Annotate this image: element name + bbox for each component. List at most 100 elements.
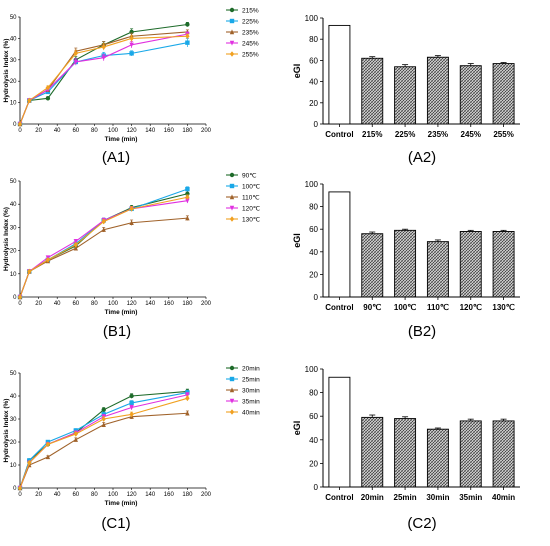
x-tick-label: 180 xyxy=(182,301,193,307)
y-tick-label: 50 xyxy=(10,15,17,21)
y-tick-label: 0 xyxy=(314,483,319,492)
bar xyxy=(426,428,449,488)
x-tick-label: Control xyxy=(325,130,353,139)
x-tick-label: 20 xyxy=(35,301,42,307)
data-point xyxy=(129,51,134,56)
legend-label: 245% xyxy=(242,40,259,47)
y-axis-title: eGI xyxy=(292,233,302,248)
x-tick-label: Control xyxy=(325,303,353,312)
x-tick-label: 80 xyxy=(91,301,98,307)
data-point xyxy=(129,405,134,411)
series-3 xyxy=(17,198,190,300)
x-tick-label: 25min xyxy=(394,493,417,502)
legend-marker xyxy=(229,51,235,57)
x-tick-label: 100 xyxy=(108,301,119,307)
y-tick-label: 0 xyxy=(13,295,17,301)
x-tick-label: 100℃ xyxy=(394,303,416,312)
legend-label: 225% xyxy=(242,18,259,25)
legend-label: 40min xyxy=(242,409,260,416)
y-tick-label: 30 xyxy=(10,417,17,423)
x-tick-label: 110℃ xyxy=(427,303,449,312)
series-4 xyxy=(17,33,190,127)
legend-marker xyxy=(229,205,235,211)
data-point xyxy=(73,245,78,251)
x-axis-title: Time (min) xyxy=(105,136,138,143)
panel-label: (C1) xyxy=(101,515,130,532)
data-point xyxy=(101,55,106,61)
x-tick-label: 30min xyxy=(426,493,449,502)
panel-label: (B2) xyxy=(408,323,436,340)
x-tick-label: 0 xyxy=(18,301,22,307)
x-tick-label: 120 xyxy=(127,301,138,307)
x-tick-label: 180 xyxy=(182,128,193,134)
x-tick-label: 100 xyxy=(108,128,119,134)
x-tick-label: 200 xyxy=(201,128,212,134)
data-point xyxy=(101,416,106,422)
bar xyxy=(492,231,515,298)
data-point xyxy=(129,42,134,48)
data-point xyxy=(129,393,134,399)
x-tick-label: 160 xyxy=(164,301,175,307)
data-point xyxy=(185,410,190,416)
bar xyxy=(394,66,417,125)
series-line xyxy=(19,392,188,489)
legend-label: 120℃ xyxy=(242,205,261,212)
series-1 xyxy=(17,38,190,127)
y-tick-label: 30 xyxy=(10,58,17,64)
bar xyxy=(459,231,482,298)
y-tick-label: 100 xyxy=(305,180,319,189)
x-tick-label: 140 xyxy=(145,492,156,498)
legend-marker xyxy=(229,387,235,393)
legend-marker xyxy=(229,398,235,404)
x-tick-label: 35min xyxy=(459,493,482,502)
x-tick-label: 40min xyxy=(492,493,515,502)
chart-panel-c2: 0 20 40 60 80 100 eGI Control 20min 25min 30min 35m… xyxy=(292,365,520,532)
data-point xyxy=(45,454,51,460)
x-tick-label: 0 xyxy=(18,492,22,498)
x-tick-label: 20 xyxy=(35,492,42,498)
y-tick-label: 20 xyxy=(309,99,318,108)
legend-marker xyxy=(229,172,235,178)
y-axis-title: Hydrolysis Index (%) xyxy=(3,399,10,463)
y-tick-label: 20 xyxy=(10,79,17,85)
data-point xyxy=(101,218,106,225)
y-axis-title: eGI xyxy=(292,421,302,436)
data-point xyxy=(185,198,190,204)
data-point xyxy=(129,206,134,212)
series-4 xyxy=(17,395,190,491)
legend-marker xyxy=(229,183,235,189)
y-tick-label: 20 xyxy=(309,459,318,468)
y-tick-label: 100 xyxy=(305,14,319,23)
x-tick-label: 180 xyxy=(182,492,193,498)
x-tick-label: 120℃ xyxy=(460,303,482,312)
data-point xyxy=(185,186,190,192)
panel-label: (B1) xyxy=(103,323,131,340)
legend-marker xyxy=(229,216,235,222)
data-point xyxy=(101,227,106,232)
data-point xyxy=(101,44,106,50)
legend-marker xyxy=(229,376,235,382)
data-point xyxy=(27,459,32,466)
x-tick-label: 100 xyxy=(108,492,119,498)
y-axis-title: Hydrolysis Index (%) xyxy=(3,39,10,103)
data-point xyxy=(73,437,78,442)
x-tick-label: 0 xyxy=(18,128,22,134)
y-tick-label: 100 xyxy=(305,365,319,374)
chart-panel-a1: 0 20 40 60 80 100 120 140 160 180 200 0 10 20 30 40 50 Ti… xyxy=(3,7,259,166)
x-tick-label: 20 xyxy=(35,128,42,134)
y-tick-label: 40 xyxy=(10,394,17,400)
series-line xyxy=(19,188,188,298)
bar xyxy=(426,56,449,125)
legend-label: 30min xyxy=(242,387,260,394)
bar xyxy=(394,229,417,298)
chart-panel-a2: 0 20 40 60 80 100 eGI Control 215% 225% 235% 245% 25… xyxy=(292,14,520,166)
x-tick-label: 80 xyxy=(91,128,98,134)
legend-marker xyxy=(229,194,235,200)
x-tick-label: 200 xyxy=(201,301,212,307)
bar xyxy=(361,416,384,488)
series-line xyxy=(19,196,188,298)
y-tick-label: 30 xyxy=(10,225,17,231)
data-point xyxy=(45,96,51,101)
y-tick-label: 80 xyxy=(309,389,318,398)
